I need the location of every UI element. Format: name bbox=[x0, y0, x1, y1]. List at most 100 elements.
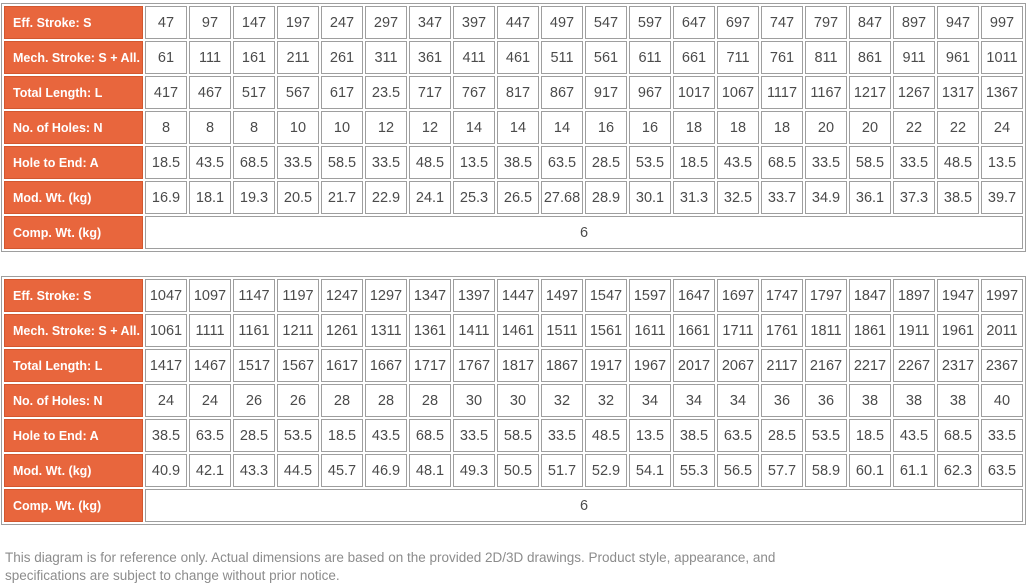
value-cell: 1417 bbox=[145, 349, 187, 382]
value-cell: 10 bbox=[321, 111, 363, 144]
value-cell: 68.5 bbox=[937, 419, 979, 452]
row-label-cell: Mod. Wt. (kg) bbox=[4, 454, 143, 487]
value-cell: 13.5 bbox=[981, 146, 1023, 179]
value-cell: 1297 bbox=[365, 279, 407, 312]
spec-row: Mod. Wt. (kg) 40.9 42.1 43.3 44.5 45.7 46.9 48.… bbox=[4, 454, 1023, 487]
value-cell: 511 bbox=[541, 41, 583, 74]
value-cell: 32 bbox=[541, 384, 583, 417]
value-cell: 63.5 bbox=[541, 146, 583, 179]
value-cell: 53.5 bbox=[805, 419, 847, 452]
value-cell: 8 bbox=[233, 111, 275, 144]
value-cell: 847 bbox=[849, 6, 891, 39]
value-cell: 817 bbox=[497, 76, 539, 109]
value-cell: 28 bbox=[409, 384, 451, 417]
value-cell: 37.3 bbox=[893, 181, 935, 214]
value-cell: 1097 bbox=[189, 279, 231, 312]
value-cell: 20 bbox=[849, 111, 891, 144]
value-cell: 1547 bbox=[585, 279, 627, 312]
spec-row: Mech. Stroke: S + All. 1061 1111 1161 1211 12… bbox=[4, 314, 1023, 347]
value-cell: 767 bbox=[453, 76, 495, 109]
value-cell: 18 bbox=[761, 111, 803, 144]
value-cell: 63.5 bbox=[189, 419, 231, 452]
value-cell: 761 bbox=[761, 41, 803, 74]
value-cell: 1197 bbox=[277, 279, 319, 312]
value-cell: 58.5 bbox=[497, 419, 539, 452]
value-cell: 1397 bbox=[453, 279, 495, 312]
value-cell: 517 bbox=[233, 76, 275, 109]
value-cell: 53.5 bbox=[629, 146, 671, 179]
value-cell: 111 bbox=[189, 41, 231, 74]
value-cell: 1061 bbox=[145, 314, 187, 347]
value-cell: 161 bbox=[233, 41, 275, 74]
value-cell: 1261 bbox=[321, 314, 363, 347]
value-cell: 347 bbox=[409, 6, 451, 39]
value-cell: 43.5 bbox=[893, 419, 935, 452]
value-cell: 8 bbox=[145, 111, 187, 144]
value-cell: 197 bbox=[277, 6, 319, 39]
value-cell: 2011 bbox=[981, 314, 1023, 347]
value-cell: 461 bbox=[497, 41, 539, 74]
value-cell: 13.5 bbox=[453, 146, 495, 179]
value-cell: 1217 bbox=[849, 76, 891, 109]
row-label-cell: Mech. Stroke: S + All. bbox=[4, 41, 143, 74]
value-cell: 567 bbox=[277, 76, 319, 109]
spec-row: Eff. Stroke: S 47 97 147 197 247 297 347 397 447 4… bbox=[4, 6, 1023, 39]
value-cell: 48.5 bbox=[585, 419, 627, 452]
row-label-cell: Total Length: L bbox=[4, 349, 143, 382]
value-cell: 1111 bbox=[189, 314, 231, 347]
value-cell: 18.1 bbox=[189, 181, 231, 214]
value-cell: 1897 bbox=[893, 279, 935, 312]
value-cell: 467 bbox=[189, 76, 231, 109]
value-cell: 1847 bbox=[849, 279, 891, 312]
value-cell: 947 bbox=[937, 6, 979, 39]
value-cell: 68.5 bbox=[761, 146, 803, 179]
value-cell: 63.5 bbox=[717, 419, 759, 452]
value-cell: 22 bbox=[937, 111, 979, 144]
value-cell: 14 bbox=[497, 111, 539, 144]
value-cell: 261 bbox=[321, 41, 363, 74]
value-cell: 711 bbox=[717, 41, 759, 74]
value-cell: 1911 bbox=[893, 314, 935, 347]
value-cell: 1147 bbox=[233, 279, 275, 312]
spec-row: Total Length: L 417 467 517 567 617 23.5 717 767… bbox=[4, 76, 1023, 109]
spec-row: Comp. Wt. (kg) 6 bbox=[4, 489, 1023, 522]
value-cell: 68.5 bbox=[409, 419, 451, 452]
value-cell: 717 bbox=[409, 76, 451, 109]
value-cell: 1861 bbox=[849, 314, 891, 347]
value-cell: 411 bbox=[453, 41, 495, 74]
value-cell: 8 bbox=[189, 111, 231, 144]
value-cell: 14 bbox=[453, 111, 495, 144]
value-cell: 861 bbox=[849, 41, 891, 74]
row-label-cell: Total Length: L bbox=[4, 76, 143, 109]
value-cell: 1367 bbox=[981, 76, 1023, 109]
value-cell: 36 bbox=[805, 384, 847, 417]
value-cell: 24 bbox=[145, 384, 187, 417]
value-cell: 1617 bbox=[321, 349, 363, 382]
value-cell: 1447 bbox=[497, 279, 539, 312]
row-label-cell: Comp. Wt. (kg) bbox=[4, 489, 143, 522]
value-cell: 1517 bbox=[233, 349, 275, 382]
value-cell: 1117 bbox=[761, 76, 803, 109]
value-cell: 12 bbox=[409, 111, 451, 144]
value-cell: 1661 bbox=[673, 314, 715, 347]
value-cell: 12 bbox=[365, 111, 407, 144]
value-cell: 1311 bbox=[365, 314, 407, 347]
value-cell: 497 bbox=[541, 6, 583, 39]
row-label-cell: Mech. Stroke: S + All. bbox=[4, 314, 143, 347]
value-cell: 1761 bbox=[761, 314, 803, 347]
value-cell: 61.1 bbox=[893, 454, 935, 487]
value-cell: 561 bbox=[585, 41, 627, 74]
value-cell: 1961 bbox=[937, 314, 979, 347]
value-cell: 61 bbox=[145, 41, 187, 74]
value-cell: 997 bbox=[981, 6, 1023, 39]
value-cell: 54.1 bbox=[629, 454, 671, 487]
value-cell: 1047 bbox=[145, 279, 187, 312]
value-cell: 38 bbox=[849, 384, 891, 417]
value-cell: 27.68 bbox=[541, 181, 583, 214]
value-cell: 867 bbox=[541, 76, 583, 109]
value-cell: 42.1 bbox=[189, 454, 231, 487]
value-cell: 2117 bbox=[761, 349, 803, 382]
value-cell: 50.5 bbox=[497, 454, 539, 487]
value-cell: 38.5 bbox=[673, 419, 715, 452]
value-cell: 2017 bbox=[673, 349, 715, 382]
